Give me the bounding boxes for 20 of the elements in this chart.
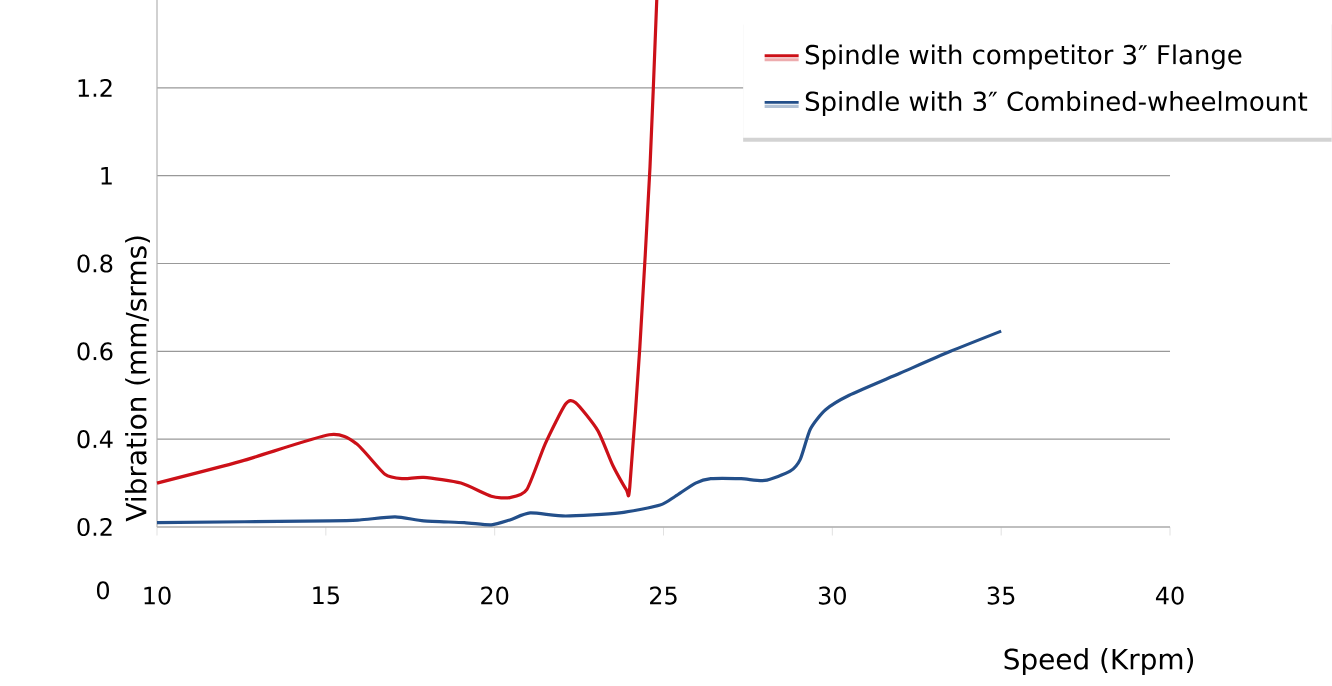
- y-axis-title: Vibration (mm/srms): [125, 236, 150, 522]
- x-tick-label: 15: [313, 586, 339, 605]
- x-tick-label: 40: [1155, 586, 1184, 605]
- y-tick-label: 1.2: [78, 78, 112, 97]
- x-tick-label: 35: [987, 586, 1015, 605]
- y-tick-label: 1: [101, 166, 112, 185]
- x-tick-label: 25: [650, 586, 677, 605]
- line-series: [155, 0, 659, 500]
- legend-label: Spindle with 3″ Combined-wheelmount: [805, 91, 1308, 117]
- x-tick-label: 30: [818, 586, 846, 605]
- x-tick-label: 10: [144, 586, 171, 605]
- y-tick-label: 0.2: [77, 517, 112, 537]
- x-axis-title: Speed (Krpm): [1004, 648, 1194, 676]
- y-tick-label: 0.6: [77, 342, 113, 361]
- x-tick-label: 20: [481, 586, 509, 605]
- line-series: [155, 329, 1003, 527]
- legend-label: Spindle with competitor 3″ Flange: [805, 44, 1242, 70]
- text: 0: [96, 581, 110, 600]
- y-tick-label: 0.8: [77, 254, 113, 273]
- y-tick-label: 0.4: [77, 430, 113, 449]
